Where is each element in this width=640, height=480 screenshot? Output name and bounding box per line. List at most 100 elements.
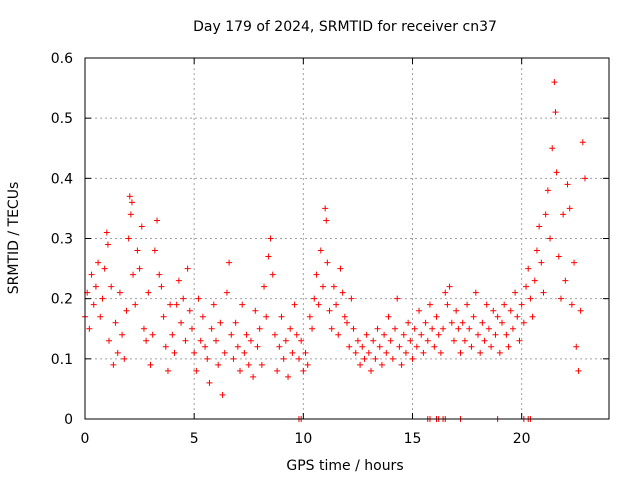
data-point bbox=[416, 307, 423, 314]
data-point bbox=[134, 247, 141, 254]
data-point bbox=[370, 337, 377, 344]
data-point bbox=[169, 331, 176, 338]
data-point bbox=[562, 277, 569, 284]
data-point bbox=[90, 301, 97, 308]
data-point bbox=[573, 343, 580, 350]
data-point bbox=[512, 289, 519, 296]
data-point bbox=[175, 277, 182, 284]
data-point bbox=[226, 259, 233, 266]
data-point bbox=[363, 331, 370, 338]
data-point bbox=[453, 307, 460, 314]
y-tick-label: 0.1 bbox=[51, 352, 73, 368]
data-point bbox=[466, 325, 473, 332]
x-tick-label: 20 bbox=[513, 431, 531, 447]
data-point bbox=[341, 313, 348, 320]
data-point bbox=[280, 355, 287, 362]
data-point bbox=[420, 349, 427, 356]
data-point bbox=[542, 211, 549, 218]
data-point bbox=[256, 325, 263, 332]
data-point bbox=[191, 349, 198, 356]
y-tick-label: 0.5 bbox=[51, 111, 73, 127]
data-point bbox=[208, 325, 215, 332]
data-point bbox=[405, 319, 412, 326]
data-point bbox=[507, 307, 514, 314]
data-point bbox=[265, 253, 272, 260]
data-point bbox=[315, 301, 322, 308]
data-point bbox=[99, 295, 106, 302]
data-point bbox=[540, 289, 547, 296]
data-point bbox=[237, 367, 244, 374]
data-point bbox=[171, 349, 178, 356]
data-point bbox=[409, 355, 416, 362]
data-point bbox=[499, 319, 506, 326]
data-point bbox=[501, 301, 508, 308]
data-point bbox=[402, 349, 409, 356]
data-point bbox=[239, 301, 246, 308]
grid-lines bbox=[85, 58, 609, 419]
data-point bbox=[422, 319, 429, 326]
data-point bbox=[234, 343, 241, 350]
data-point bbox=[106, 337, 113, 344]
data-point bbox=[555, 253, 562, 260]
data-point bbox=[317, 247, 324, 254]
data-points bbox=[82, 79, 588, 398]
data-point bbox=[116, 289, 123, 296]
x-tick-label: 0 bbox=[81, 431, 90, 447]
data-point bbox=[531, 277, 538, 284]
data-point bbox=[167, 301, 174, 308]
data-point bbox=[381, 331, 388, 338]
data-point bbox=[330, 283, 337, 290]
data-point bbox=[337, 265, 344, 272]
data-point bbox=[313, 271, 320, 278]
data-point bbox=[396, 343, 403, 350]
data-point bbox=[533, 247, 540, 254]
data-point bbox=[243, 331, 250, 338]
data-point bbox=[464, 301, 471, 308]
data-point bbox=[126, 193, 133, 200]
data-point bbox=[479, 319, 486, 326]
data-point bbox=[145, 289, 152, 296]
data-point bbox=[568, 301, 575, 308]
data-point bbox=[442, 289, 449, 296]
data-point bbox=[429, 325, 436, 332]
data-point bbox=[219, 391, 226, 398]
data-point bbox=[387, 337, 394, 344]
data-point bbox=[361, 355, 368, 362]
data-point bbox=[411, 325, 418, 332]
data-point bbox=[215, 361, 222, 368]
data-point bbox=[241, 349, 248, 356]
data-point bbox=[210, 301, 217, 308]
data-point bbox=[354, 337, 361, 344]
data-point bbox=[448, 319, 455, 326]
y-tick-label: 0.4 bbox=[51, 171, 73, 187]
data-point bbox=[267, 235, 274, 242]
data-point bbox=[206, 379, 213, 386]
data-point bbox=[130, 271, 137, 278]
data-point bbox=[92, 283, 99, 290]
data-point bbox=[372, 355, 379, 362]
data-point bbox=[103, 229, 110, 236]
data-point bbox=[557, 295, 564, 302]
data-point bbox=[496, 349, 503, 356]
data-point bbox=[520, 319, 527, 326]
x-axis-ticks: 0 5 10 15 20 bbox=[81, 58, 531, 447]
data-point bbox=[230, 355, 237, 362]
x-tick-label: 5 bbox=[190, 431, 199, 447]
data-point bbox=[125, 235, 132, 242]
y-axis-ticks: 0 0.1 0.2 0.3 0.4 0.5 0.6 bbox=[51, 51, 609, 428]
data-point bbox=[505, 343, 512, 350]
data-point bbox=[199, 313, 206, 320]
data-point bbox=[376, 343, 383, 350]
data-point bbox=[97, 313, 104, 320]
data-point bbox=[289, 349, 296, 356]
data-point bbox=[132, 301, 139, 308]
data-point bbox=[564, 181, 571, 188]
data-point bbox=[435, 331, 442, 338]
data-point bbox=[278, 313, 285, 320]
y-axis-label: SRMTID / TECUs bbox=[6, 182, 22, 295]
data-point bbox=[276, 343, 283, 350]
data-point bbox=[437, 349, 444, 356]
data-point bbox=[228, 331, 235, 338]
data-point bbox=[328, 325, 335, 332]
y-tick-label: 0.2 bbox=[51, 292, 73, 308]
